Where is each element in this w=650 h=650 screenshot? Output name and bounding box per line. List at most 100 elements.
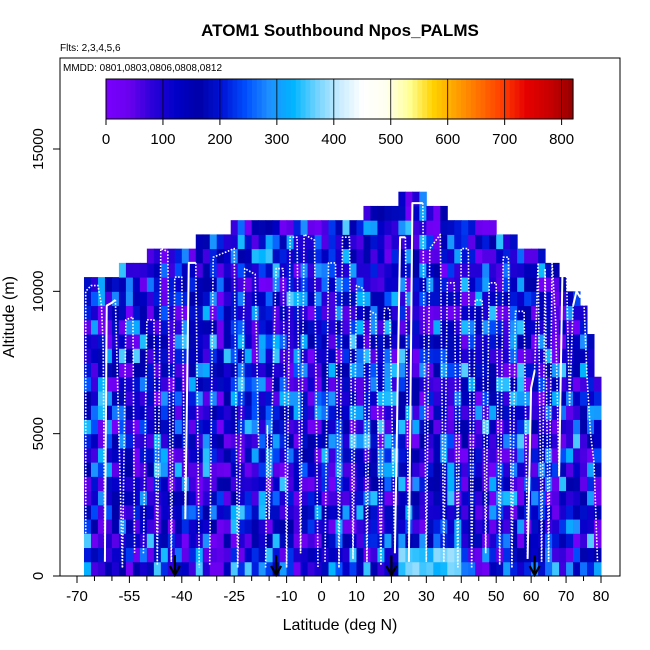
- heatmap-cell: [132, 348, 141, 363]
- heatmap-cell: [314, 220, 323, 235]
- heatmap-cell: [223, 248, 232, 264]
- colorbar-swatch: [344, 79, 350, 119]
- heatmap-cell: [300, 447, 309, 463]
- heatmap-cell: [531, 490, 539, 506]
- heatmap-cell: [153, 262, 162, 278]
- heatmap-cell: [307, 504, 316, 520]
- heatmap-cell: [153, 362, 162, 378]
- heatmap-cell: [524, 419, 532, 435]
- heatmap-cell: [160, 390, 169, 406]
- heatmap-cell: [251, 262, 260, 278]
- heatmap-cell: [538, 319, 546, 335]
- x-tick-label: 70: [558, 588, 575, 605]
- heatmap-cell: [83, 447, 92, 463]
- heatmap-cell: [202, 248, 211, 264]
- heatmap-cell: [335, 362, 343, 378]
- heatmap-cell: [160, 561, 169, 577]
- heatmap-cell: [328, 561, 337, 577]
- heatmap-cell: [391, 405, 399, 420]
- heatmap-cell: [489, 234, 497, 250]
- heatmap-cell: [153, 447, 162, 463]
- heatmap-cell: [307, 533, 316, 549]
- heatmap-cell: [440, 348, 448, 363]
- heatmap-cell: [300, 248, 309, 264]
- heatmap-cell: [202, 291, 211, 307]
- heatmap-cell: [153, 305, 162, 321]
- heatmap-cell: [419, 405, 427, 420]
- heatmap-cell: [272, 447, 281, 463]
- heatmap-cell: [391, 376, 399, 392]
- dates-annotation: MMDD: 0801,0803,0806,0808,0812: [63, 63, 222, 74]
- heatmap-cell: [279, 362, 288, 378]
- heatmap-cell: [370, 234, 378, 250]
- heatmap-cell: [237, 504, 246, 520]
- heatmap-cell: [251, 348, 260, 363]
- heatmap-cell: [552, 390, 560, 406]
- heatmap-cell: [594, 462, 602, 477]
- heatmap-cell: [286, 348, 295, 363]
- heatmap-cell: [230, 476, 239, 492]
- heatmap-cell: [531, 390, 539, 406]
- heatmap-cell: [174, 490, 183, 506]
- heatmap-cell: [209, 405, 218, 420]
- heatmap-cell: [468, 319, 476, 335]
- colorbar-swatch: [446, 79, 452, 119]
- heatmap-cell: [377, 490, 385, 506]
- heatmap-cell: [426, 419, 434, 435]
- heatmap-cell: [258, 447, 267, 463]
- heatmap-cell: [125, 405, 134, 420]
- heatmap-cell: [489, 248, 497, 264]
- heatmap-cell: [195, 319, 204, 335]
- heatmap-cell: [489, 362, 497, 378]
- heatmap-cell: [489, 561, 497, 577]
- heatmap-cell: [335, 490, 343, 506]
- heatmap-cell: [104, 305, 113, 321]
- heatmap-cell: [510, 305, 518, 321]
- heatmap-cell: [328, 291, 337, 307]
- heatmap-cell: [398, 262, 406, 278]
- heatmap-cell: [510, 533, 518, 549]
- heatmap-cell: [146, 419, 155, 435]
- heatmap-cell: [300, 519, 309, 534]
- heatmap-cell: [545, 348, 553, 363]
- heatmap-cell: [279, 519, 288, 534]
- heatmap-cell: [489, 220, 497, 235]
- heatmap-cell: [559, 376, 567, 392]
- heatmap-cell: [118, 262, 127, 278]
- heatmap-cell: [475, 234, 483, 250]
- heatmap-cell: [384, 277, 392, 292]
- heatmap-cell: [111, 447, 120, 463]
- colorbar-swatch: [490, 79, 496, 119]
- heatmap-cell: [118, 405, 127, 420]
- heatmap-cell: [160, 362, 169, 378]
- heatmap-cell: [118, 362, 127, 378]
- heatmap-cell: [461, 390, 469, 406]
- heatmap-cell: [559, 447, 567, 463]
- colorbar-tick-label: 400: [321, 131, 346, 148]
- heatmap-cell: [307, 277, 316, 292]
- colorbar-swatch: [534, 79, 540, 119]
- heatmap-cell: [258, 277, 267, 292]
- heatmap-cell: [314, 319, 323, 335]
- heatmap-cell: [104, 476, 113, 492]
- heatmap-cell: [552, 561, 560, 577]
- colorbar-swatch: [266, 79, 272, 119]
- heatmap-cell: [146, 376, 155, 392]
- heatmap-cell: [391, 234, 399, 250]
- heatmap-cell: [230, 362, 239, 378]
- heatmap-cell: [230, 447, 239, 463]
- heatmap-cell: [195, 234, 204, 250]
- heatmap-cell: [489, 348, 497, 363]
- heatmap-cell: [321, 419, 330, 435]
- colorbar-swatch: [247, 79, 253, 119]
- heatmap-cell: [398, 220, 406, 235]
- heatmap-cell: [153, 419, 162, 435]
- heatmap-cell: [335, 447, 343, 463]
- x-tick-label: 50: [488, 588, 505, 605]
- heatmap-cell: [307, 348, 316, 363]
- flight-track-segment: [184, 261, 196, 520]
- heatmap-cell: [286, 547, 295, 563]
- heatmap-cell: [349, 334, 357, 349]
- heatmap-cell: [125, 462, 134, 477]
- heatmap-cell: [181, 277, 190, 292]
